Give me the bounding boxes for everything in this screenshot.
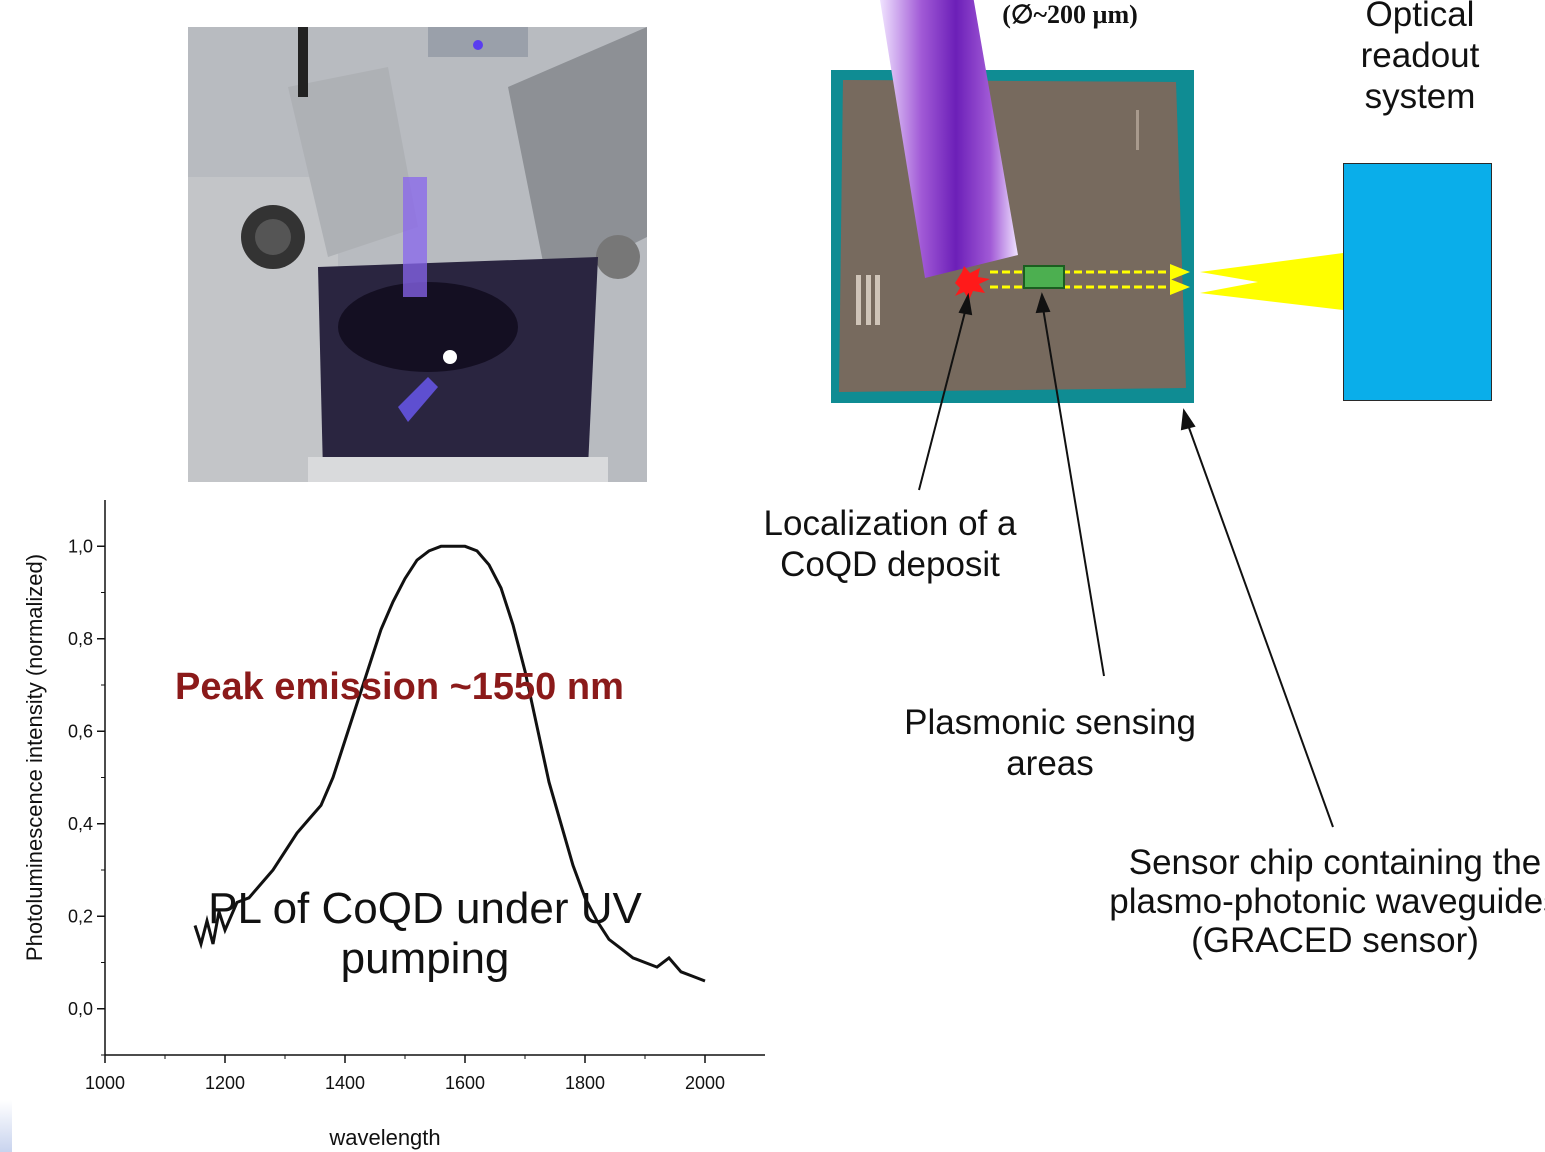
readout-light-cone xyxy=(1200,253,1343,310)
y-ticks: 0,0 0,2 0,4 0,6 0,8 1,0 xyxy=(68,536,105,1056)
plasmonic-sensing-area xyxy=(1023,265,1065,289)
x-ticks: 1000 1200 1400 1600 1800 2000 xyxy=(85,1055,725,1093)
x-tick-label: 1600 xyxy=(445,1073,485,1093)
pl-curve xyxy=(193,544,706,983)
setup-photo xyxy=(188,27,647,482)
readout-title: Optical readout system xyxy=(1360,0,1480,116)
y-tick-label: 0,6 xyxy=(68,721,93,741)
x-tick-label: 1400 xyxy=(325,1073,365,1093)
uv-fiber-beam xyxy=(880,0,1018,278)
x-tick-label: 1200 xyxy=(205,1073,245,1093)
beam-diameter-label: (∅~200 µm) xyxy=(1002,0,1138,29)
pl-caption: PL of CoQD under UV pumping xyxy=(208,884,642,983)
red-burst-icon xyxy=(955,266,990,300)
pl-spectrum-chart: 1000 1200 1400 1600 1800 2000 0,0 0,2 0,4 0,6 0,8… xyxy=(22,500,765,1150)
y-tick-label: 0,2 xyxy=(68,906,93,926)
y-tick-label: 0,4 xyxy=(68,814,93,834)
left-edge-decoration xyxy=(0,1100,12,1152)
y-tick-label: 0,8 xyxy=(68,629,93,649)
setup-photo-drawing xyxy=(188,27,647,482)
optical-readout-box xyxy=(1343,163,1492,401)
peak-emission-label: Peak emission ~1550 nm xyxy=(175,666,624,708)
x-axis-label: wavelength xyxy=(328,1125,440,1150)
y-axis-label: Photoluminescence intensity (normalized) xyxy=(22,554,47,961)
sensor-chip-label: Sensor chip containing the plasmo-photon… xyxy=(1109,843,1545,960)
y-tick-label: 1,0 xyxy=(68,536,93,556)
x-tick-label: 1000 xyxy=(85,1073,125,1093)
x-tick-label: 1800 xyxy=(565,1073,605,1093)
plasmonic-areas-label: Plasmonic sensing areas xyxy=(904,703,1196,783)
x-tick-label: 2000 xyxy=(685,1073,725,1093)
coqd-localization-label: Localization of a CoQD deposit xyxy=(763,504,1017,584)
yellow-dashed-arrows xyxy=(990,264,1190,295)
pointer-lines xyxy=(918,292,1334,828)
y-tick-label: 0,0 xyxy=(68,999,93,1019)
